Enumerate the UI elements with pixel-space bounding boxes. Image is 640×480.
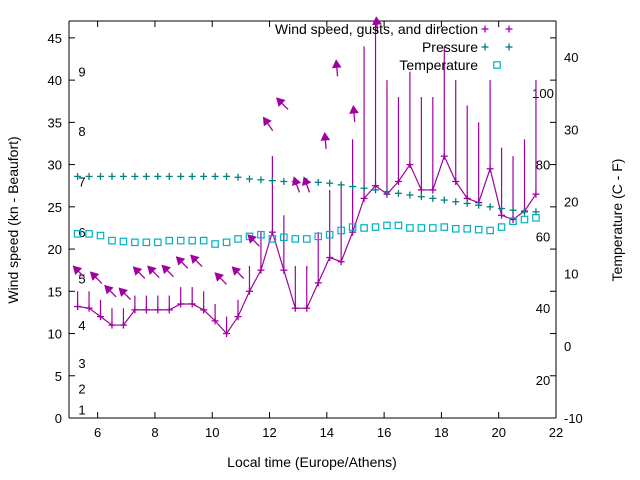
- svg-text:10: 10: [48, 327, 62, 342]
- x-axis-label: Local time (Europe/Athens): [227, 454, 397, 470]
- svg-text:-10: -10: [564, 411, 583, 426]
- svg-text:15: 15: [48, 284, 62, 299]
- svg-text:1: 1: [78, 403, 85, 418]
- svg-text:100: 100: [532, 86, 554, 101]
- svg-text:7: 7: [78, 174, 85, 189]
- series-temperature: [73, 214, 540, 248]
- svg-text:8: 8: [151, 425, 158, 440]
- svg-text:Wind speed, gusts, and directi: Wind speed, gusts, and direction: [275, 21, 478, 37]
- plot-frame: [68, 20, 557, 419]
- y-axis-right-ticks: -10 0 10 20 30 40: [564, 50, 583, 426]
- svg-text:Temperature: Temperature: [399, 57, 478, 73]
- svg-text:0: 0: [564, 339, 571, 354]
- svg-text:Pressure: Pressure: [422, 39, 478, 55]
- svg-text:20: 20: [564, 194, 578, 209]
- svg-text:25: 25: [48, 200, 62, 215]
- svg-text:12: 12: [262, 425, 276, 440]
- svg-text:20: 20: [48, 242, 62, 257]
- svg-text:40: 40: [536, 301, 550, 316]
- svg-text:45: 45: [48, 31, 62, 46]
- svg-text:4: 4: [78, 318, 85, 333]
- svg-text:18: 18: [434, 425, 448, 440]
- svg-text:6: 6: [78, 225, 85, 240]
- svg-text:60: 60: [536, 229, 550, 244]
- fahrenheit-scale-labels: 20 40 60 80 100: [532, 86, 554, 388]
- series-pressure: [74, 172, 540, 216]
- y-axis-left-label: Wind speed (kn - Beaufort): [5, 136, 21, 303]
- svg-text:35: 35: [48, 115, 62, 130]
- x-axis-ticks: 6 8 10 12 14 16 18 20 22: [94, 21, 563, 440]
- svg-text:3: 3: [78, 356, 85, 371]
- beaufort-scale-labels: 1 2 3 4 5 6 7 8 9: [78, 65, 85, 418]
- svg-text:9: 9: [78, 65, 85, 80]
- svg-text:2: 2: [78, 381, 85, 396]
- svg-text:20: 20: [491, 425, 505, 440]
- svg-text:20: 20: [536, 373, 550, 388]
- svg-text:30: 30: [48, 158, 62, 173]
- wind-direction-arrows: [72, 16, 382, 300]
- svg-text:5: 5: [55, 369, 62, 384]
- svg-text:10: 10: [564, 267, 578, 282]
- y-axis-right-label: Temperature (C - F): [609, 159, 625, 282]
- svg-text:5: 5: [78, 272, 85, 287]
- svg-text:40: 40: [48, 73, 62, 88]
- svg-text:40: 40: [564, 50, 578, 65]
- svg-text:14: 14: [320, 425, 334, 440]
- svg-text:16: 16: [377, 425, 391, 440]
- svg-text:8: 8: [78, 124, 85, 139]
- chart-legend: Wind speed, gusts, and direction Pressure…: [275, 21, 513, 73]
- svg-text:80: 80: [536, 158, 550, 173]
- svg-text:6: 6: [94, 425, 101, 440]
- series-wind-speed-gusts: [74, 21, 540, 338]
- svg-text:22: 22: [549, 425, 563, 440]
- svg-text:30: 30: [564, 122, 578, 137]
- svg-text:0: 0: [55, 411, 62, 426]
- svg-text:10: 10: [205, 425, 219, 440]
